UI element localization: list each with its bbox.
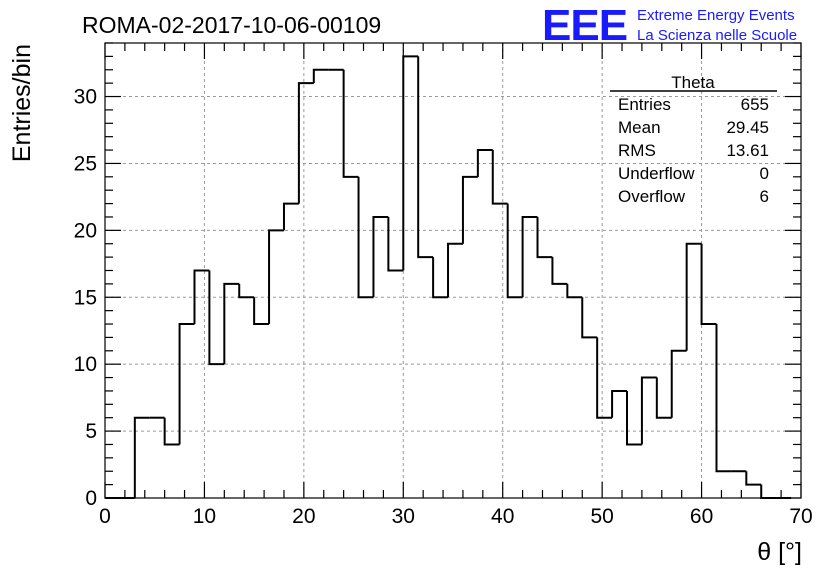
run-title: ROMA-02-2017-10-06-00109 xyxy=(82,12,381,38)
stats-box-title: Theta xyxy=(671,73,715,92)
histogram-bin xyxy=(253,297,270,326)
histogram-bin xyxy=(566,283,583,299)
histogram-bin xyxy=(178,323,195,445)
y-axis-tick-labels: 0 5 10 15 20 25 30 xyxy=(74,86,97,510)
histogram-bin xyxy=(447,242,463,298)
histogram-bin xyxy=(760,484,777,499)
x-tick-label: 30 xyxy=(392,505,415,528)
x-tick-label: 0 xyxy=(99,505,111,528)
histogram-bin xyxy=(312,68,329,84)
axis-ticks xyxy=(104,42,802,499)
x-tick-label: 70 xyxy=(789,505,812,528)
stats-value: 0 xyxy=(760,164,769,183)
stats-value: 6 xyxy=(760,187,769,206)
histogram-bin xyxy=(685,242,702,351)
histogram-bin xyxy=(163,417,180,446)
histogram-bin xyxy=(432,257,449,299)
histogram-bin xyxy=(297,82,314,204)
eee-logo: EEE Extreme Energy Events La Scienza nel… xyxy=(542,1,797,50)
histogram-bin xyxy=(372,215,389,298)
stats-label: Entries xyxy=(618,95,671,114)
histogram-bin xyxy=(133,416,150,498)
histogram-bin xyxy=(342,69,359,178)
histogram-bin xyxy=(461,175,478,244)
histogram-bin xyxy=(611,389,627,418)
histogram-bin xyxy=(581,297,598,339)
histogram-bin xyxy=(491,150,508,205)
stats-value: 29.45 xyxy=(726,118,769,137)
histogram-bin xyxy=(655,377,672,419)
histogram-bin xyxy=(417,56,434,259)
x-tick-label: 20 xyxy=(292,505,315,528)
y-tick-label: 25 xyxy=(74,152,97,175)
histogram-bin xyxy=(387,216,404,272)
histogram-bin xyxy=(268,229,284,325)
x-axis-label: θ [°] xyxy=(757,538,802,566)
stats-box: Theta Entries 655 Mean 29.45 RMS 13.61 Underfl… xyxy=(610,73,777,206)
x-tick-label: 50 xyxy=(590,505,613,528)
histogram-bin xyxy=(506,203,523,299)
histogram-bin xyxy=(596,337,613,419)
histogram-bin xyxy=(640,376,657,445)
histogram-bin xyxy=(536,216,553,259)
histogram-bin xyxy=(626,390,642,446)
y-tick-label: 10 xyxy=(74,353,97,376)
logo-line-1: Extreme Energy Events xyxy=(637,7,795,24)
x-tick-label: 10 xyxy=(193,505,216,528)
grid-lines xyxy=(105,43,801,498)
histogram-bin xyxy=(700,243,717,326)
stats-label: Mean xyxy=(618,118,661,137)
x-axis-tick-labels: 0 10 20 30 40 50 60 70 xyxy=(99,505,813,528)
histogram-bin xyxy=(282,202,299,231)
histogram-bin xyxy=(670,349,687,418)
y-axis-label: Entries/bin xyxy=(8,44,36,162)
histogram-bin xyxy=(521,215,538,298)
histogram-bin xyxy=(745,471,762,486)
histogram-bin xyxy=(715,324,732,473)
y-tick-label: 30 xyxy=(74,86,97,109)
histogram-bin xyxy=(193,269,210,325)
histogram-series xyxy=(105,55,792,499)
histogram-bin xyxy=(223,282,240,365)
x-tick-label: 60 xyxy=(690,505,713,528)
eee-logo-mark: EEE xyxy=(542,1,627,50)
y-tick-label: 20 xyxy=(74,219,97,242)
histogram-bin xyxy=(238,283,255,299)
logo-line-2: La Scienza nelle Scuole xyxy=(637,27,797,44)
histogram-bin xyxy=(357,176,374,299)
stats-rows: Entries 655 Mean 29.45 RMS 13.61 Underflow 0 Ove… xyxy=(618,95,769,206)
stats-value: 13.61 xyxy=(726,141,769,160)
stats-label: Overflow xyxy=(618,187,686,206)
y-tick-label: 0 xyxy=(85,487,97,510)
histogram-bin xyxy=(476,149,493,177)
histogram-bin xyxy=(208,270,225,366)
stats-label: RMS xyxy=(618,141,656,160)
x-tick-label: 40 xyxy=(491,505,514,528)
stats-label: Underflow xyxy=(618,164,695,183)
histogram-bin xyxy=(551,257,568,285)
y-tick-label: 15 xyxy=(74,286,97,309)
stats-value: 655 xyxy=(741,95,769,114)
y-tick-label: 5 xyxy=(85,420,97,443)
